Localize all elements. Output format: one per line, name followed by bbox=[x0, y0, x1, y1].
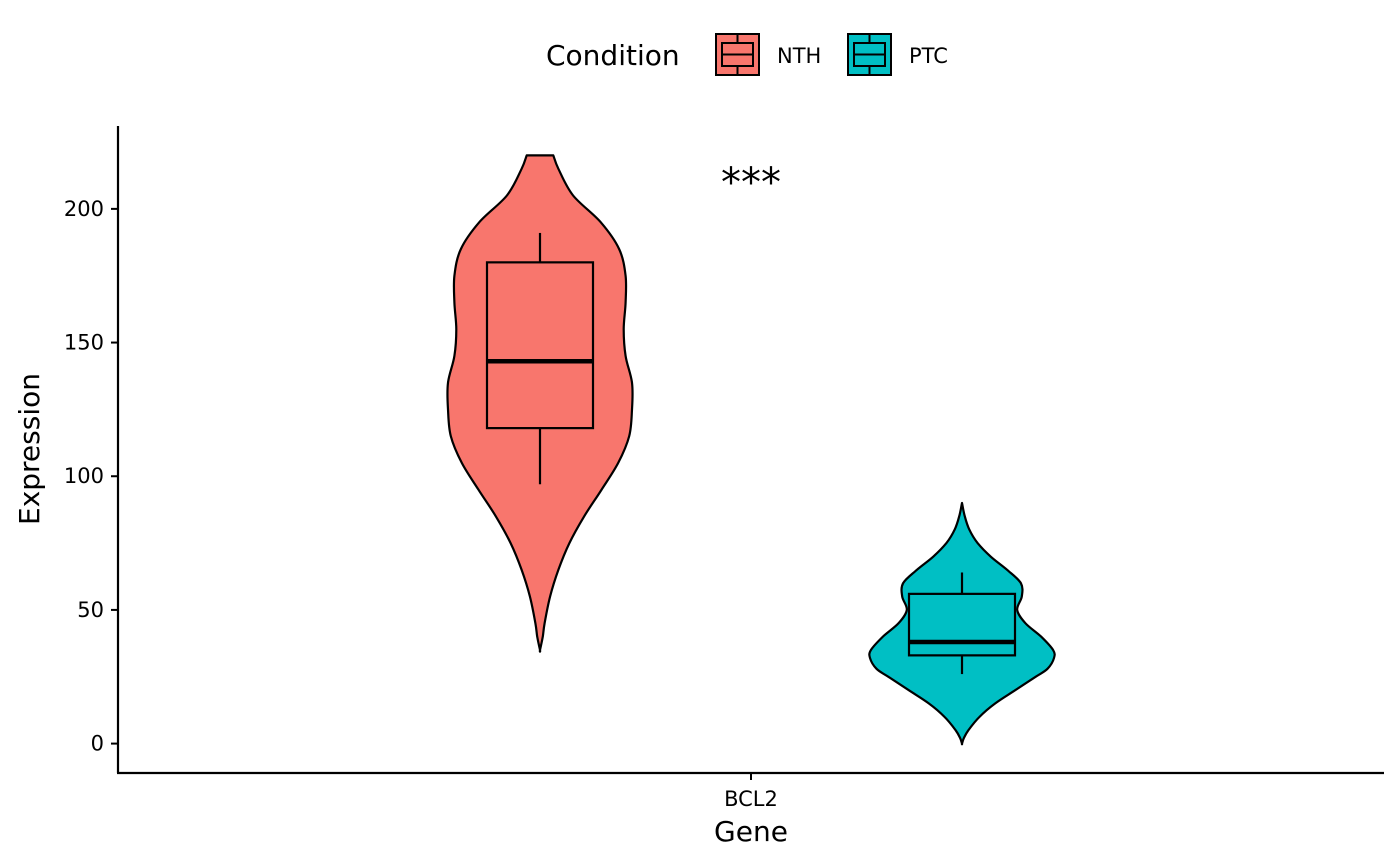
boxplot-ptc bbox=[907, 572, 1017, 675]
y-axis: 0 50 100 150 200 bbox=[64, 126, 120, 773]
y-axis-title: Expression bbox=[13, 373, 46, 525]
box-iqr bbox=[485, 261, 595, 430]
boxplot-nth bbox=[485, 232, 595, 485]
legend-key-ptc bbox=[847, 33, 892, 76]
box-iqr bbox=[907, 592, 1017, 657]
y-tick-label: 150 bbox=[64, 331, 104, 355]
y-tick-label: 100 bbox=[64, 464, 104, 488]
x-tick-label-bcl2: BCL2 bbox=[724, 787, 778, 811]
legend-title: Condition bbox=[546, 39, 680, 72]
y-tick-label: 200 bbox=[64, 197, 104, 221]
y-axis-ticks: 0 50 100 150 200 bbox=[64, 197, 118, 756]
significance-annotation: *** bbox=[721, 160, 781, 206]
legend-label-ptc: PTC bbox=[909, 44, 948, 68]
y-tick-label: 0 bbox=[91, 732, 104, 756]
boxplot-layer bbox=[485, 232, 1017, 675]
y-tick-label: 50 bbox=[77, 598, 104, 622]
legend-key-nth bbox=[715, 33, 760, 76]
legend-label-nth: NTH bbox=[777, 44, 821, 68]
legend: Condition NTH PTC bbox=[546, 33, 948, 76]
x-axis-title: Gene bbox=[714, 815, 788, 848]
x-axis: BCL2 bbox=[117, 771, 1384, 811]
